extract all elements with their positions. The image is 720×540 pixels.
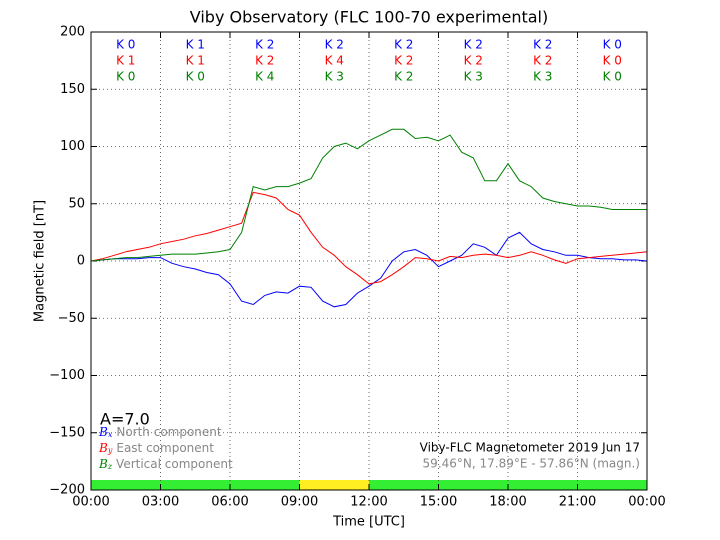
- coordinates-label: 59.46°N, 17.89°E - 57.86°N (magn.): [423, 457, 640, 471]
- chart-title: Viby Observatory (FLC 100-70 experimenta…: [190, 8, 549, 27]
- series-line: [90, 231, 648, 308]
- x-tick-label: 21:00: [559, 495, 596, 510]
- legend-label: Vertical component: [116, 457, 233, 471]
- k-index: K 4: [325, 54, 344, 68]
- k-index: K 2: [394, 70, 413, 84]
- y-tick-label: −100: [49, 368, 85, 383]
- k-index: K 2: [464, 54, 483, 68]
- y-tick-label: −50: [58, 311, 85, 326]
- k-index: K 1: [116, 54, 135, 68]
- y-tick-label: 50: [68, 196, 85, 211]
- x-tick-label: 09:00: [281, 495, 318, 510]
- k-index: K 0: [603, 38, 622, 52]
- series-line: [90, 128, 647, 262]
- station-label: Viby-FLC Magnetometer 2019 Jun 17: [420, 441, 640, 455]
- y-tick-label: 200: [60, 25, 85, 40]
- y-tick-label: 0: [77, 254, 85, 269]
- k-index: K 2: [533, 54, 552, 68]
- x-tick-label: 12:00: [350, 495, 387, 510]
- k-index: K 2: [255, 54, 274, 68]
- y-tick-label: 150: [60, 82, 85, 97]
- x-tick-label: 00:00: [628, 495, 665, 510]
- x-tick-label: 00:00: [72, 495, 109, 510]
- k-index: K 0: [116, 38, 135, 52]
- x-axis-label: Time [UTC]: [332, 515, 405, 530]
- k-index: K 0: [116, 70, 135, 84]
- x-tick-label: 15:00: [420, 495, 457, 510]
- k-index: K 0: [603, 70, 622, 84]
- k-index: K 1: [186, 38, 205, 52]
- k-index: K 2: [394, 38, 413, 52]
- legend-subscript: z: [107, 462, 113, 471]
- x-tick-label: 06:00: [211, 495, 248, 510]
- k-index: K 3: [325, 70, 344, 84]
- y-axis-label: Magnetic field [nT]: [33, 200, 48, 322]
- legend-entry: Bx North component: [98, 425, 222, 440]
- plot-frame: [90, 31, 648, 491]
- status-segment: [299, 480, 369, 490]
- legend-symbol: B: [98, 457, 108, 471]
- legend-subscript: x: [108, 430, 113, 439]
- status-segment: [91, 480, 300, 490]
- y-tick-label: 100: [60, 139, 85, 154]
- legend-label: East component: [116, 441, 214, 455]
- k-index: K 2: [394, 54, 413, 68]
- k-index: K 3: [533, 70, 552, 84]
- series-line: [90, 191, 648, 285]
- k-index: K 0: [186, 70, 205, 84]
- x-tick-label: 03:00: [142, 495, 179, 510]
- activity-index: A=7.0: [100, 410, 150, 429]
- k-index: K 2: [464, 38, 483, 52]
- k-index: K 2: [255, 38, 274, 52]
- legend-label: North component: [116, 425, 222, 439]
- legend-entry: Bz Vertical component: [98, 457, 233, 472]
- y-tick-label: −150: [49, 425, 85, 440]
- k-index: K 4: [255, 70, 274, 84]
- y-tick-label: −200: [49, 483, 85, 498]
- legend-subscript: y: [107, 446, 113, 455]
- k-index: K 0: [603, 54, 622, 68]
- k-index: K 3: [464, 70, 483, 84]
- k-index: K 2: [533, 38, 552, 52]
- legend-symbol: B: [98, 441, 108, 455]
- legend-symbol: B: [98, 425, 108, 439]
- x-tick-label: 18:00: [489, 495, 526, 510]
- k-index: K 1: [186, 54, 205, 68]
- legend-entry: By East component: [98, 441, 214, 456]
- k-index: K 2: [325, 38, 344, 52]
